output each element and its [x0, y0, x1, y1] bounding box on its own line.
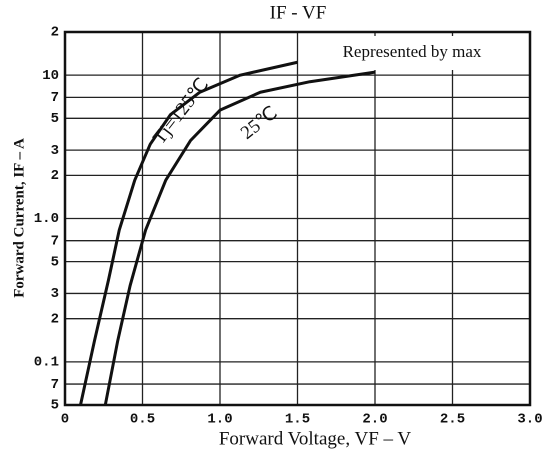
y-tick-label: 10	[42, 68, 59, 84]
curve	[103, 70, 376, 406]
y-tick-label: 7	[51, 377, 59, 393]
y-tick-label: 5	[51, 398, 59, 414]
curve	[79, 60, 298, 406]
y-tick-label: 2	[51, 168, 59, 184]
y-tick-label: 5	[51, 254, 59, 270]
y-tick-label: 1.0	[34, 211, 59, 227]
y-tick-label: 3	[51, 143, 59, 159]
curve-label: 25℃	[237, 102, 282, 143]
x-tick-label: 3.0	[517, 412, 542, 428]
x-tick-label: 2.0	[362, 412, 387, 428]
y-axis-title: Forward Current, IF – A	[11, 138, 27, 298]
x-tick-label: 2.5	[440, 412, 465, 428]
chart-title: IF - VF	[270, 2, 327, 23]
y-tick-label: 2	[51, 311, 59, 327]
annotation-box	[310, 36, 525, 70]
y-tick-label: 3	[51, 286, 59, 302]
y-tick-label: 0.1	[34, 355, 59, 371]
x-axis-title: Forward Voltage, VF – V	[219, 428, 412, 449]
plot-frame	[63, 30, 532, 407]
y-tick-label: 5	[51, 111, 59, 127]
x-tick-label: 1.0	[207, 412, 232, 428]
x-tick-label: 0.5	[130, 412, 155, 428]
y-tick-label: 2	[51, 25, 59, 41]
curve-label: Tj=125℃	[149, 74, 213, 148]
x-tick-label: 1.5	[285, 412, 310, 428]
x-tick-label: 0	[61, 412, 69, 428]
y-tick-label: 7	[51, 90, 59, 106]
y-tick-label: 7	[51, 233, 59, 249]
annotation: Represented by max	[343, 42, 482, 61]
